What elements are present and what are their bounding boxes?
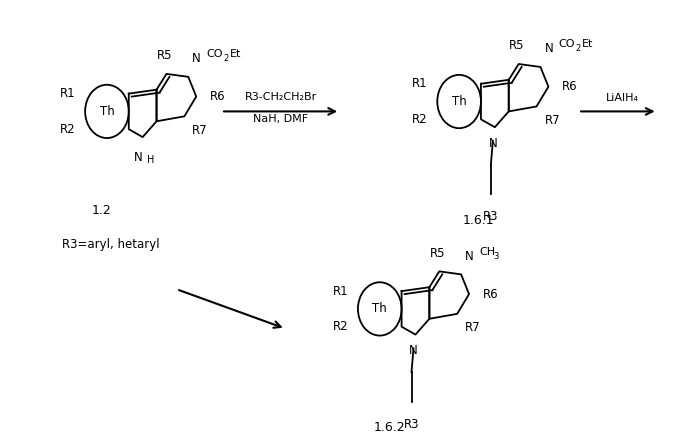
Text: R3: R3 [404, 417, 419, 430]
Text: R6: R6 [483, 288, 498, 301]
Text: R6: R6 [562, 80, 578, 93]
Text: R7: R7 [545, 114, 560, 127]
Text: 2: 2 [223, 54, 228, 63]
Text: Et: Et [582, 39, 594, 49]
Text: H: H [147, 155, 154, 165]
Text: N: N [489, 137, 497, 150]
Text: R5: R5 [157, 49, 172, 62]
Text: 1.6.1: 1.6.1 [463, 214, 495, 227]
Text: R7: R7 [465, 321, 481, 334]
Text: 1.2: 1.2 [92, 204, 112, 217]
Text: N: N [193, 52, 201, 65]
Text: 1.6.2: 1.6.2 [374, 421, 405, 434]
Text: CH: CH [479, 247, 495, 256]
Text: N: N [545, 42, 553, 55]
Text: R3=aryl, hetaryl: R3=aryl, hetaryl [62, 238, 160, 251]
Text: R6: R6 [210, 90, 225, 103]
Text: CO: CO [206, 49, 223, 59]
Text: Et: Et [230, 49, 241, 59]
Text: N: N [409, 344, 418, 357]
Text: R3: R3 [483, 210, 498, 223]
Text: 3: 3 [493, 252, 498, 260]
Text: Th: Th [372, 302, 387, 315]
Text: R2: R2 [412, 113, 428, 126]
Text: Th: Th [99, 105, 114, 118]
Text: R1: R1 [412, 77, 428, 90]
Text: R7: R7 [193, 124, 208, 136]
Text: R5: R5 [430, 247, 445, 260]
Text: R2: R2 [332, 320, 348, 333]
Text: R1: R1 [60, 87, 75, 100]
Text: N: N [465, 249, 474, 263]
Text: R1: R1 [332, 285, 348, 297]
Text: 2: 2 [575, 44, 580, 53]
Text: N: N [134, 151, 143, 164]
Text: R5: R5 [509, 39, 524, 52]
Text: LiAlH₄: LiAlH₄ [606, 93, 639, 103]
Text: CO: CO [559, 39, 575, 49]
Text: NaH, DMF: NaH, DMF [253, 114, 308, 124]
Text: Th: Th [452, 95, 466, 108]
Text: R2: R2 [60, 123, 75, 136]
Text: R3-CH₂CH₂Br: R3-CH₂CH₂Br [244, 91, 316, 102]
